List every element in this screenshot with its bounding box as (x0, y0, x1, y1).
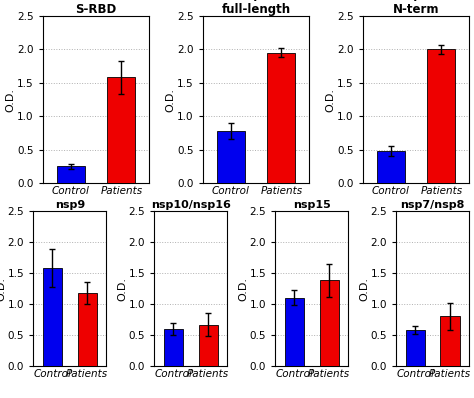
Title: nsp9: nsp9 (55, 200, 85, 210)
Bar (217, 131, 245, 183)
Bar (56, 166, 84, 183)
Y-axis label: O.D.: O.D. (359, 277, 369, 300)
Bar (199, 324, 218, 366)
Title: S-RBD: S-RBD (75, 3, 117, 16)
Bar (267, 53, 295, 183)
Y-axis label: O.D.: O.D. (117, 277, 127, 300)
Bar (406, 330, 425, 366)
Bar (440, 316, 460, 366)
Bar (108, 78, 136, 183)
Bar (376, 151, 404, 183)
Bar (319, 281, 339, 366)
Y-axis label: O.D.: O.D. (0, 277, 6, 300)
Y-axis label: O.D.: O.D. (165, 88, 175, 111)
Bar (43, 268, 62, 366)
Title: nsp7/nsp8: nsp7/nsp8 (401, 200, 465, 210)
Bar (164, 329, 183, 366)
Title: Nucleoprotein
full-length: Nucleoprotein full-length (209, 0, 303, 16)
Title: nsp15: nsp15 (293, 200, 330, 210)
Y-axis label: O.D.: O.D. (238, 277, 248, 300)
Y-axis label: O.D.: O.D. (326, 88, 336, 111)
Y-axis label: O.D.: O.D. (6, 88, 16, 111)
Bar (285, 298, 304, 366)
Bar (78, 293, 97, 366)
Bar (428, 49, 456, 183)
Title: Nucleoprotein
N-term: Nucleoprotein N-term (369, 0, 463, 16)
Title: nsp10/nsp16: nsp10/nsp16 (151, 200, 231, 210)
